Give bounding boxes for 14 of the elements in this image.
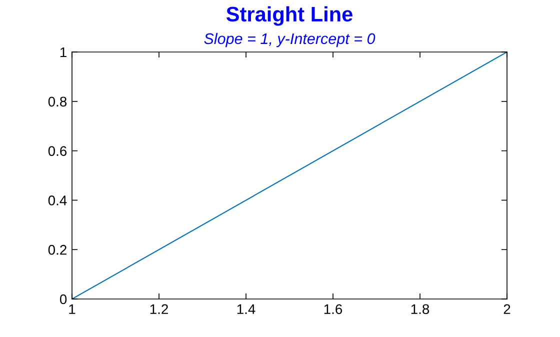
x-tick-label: 1.2: [150, 304, 168, 314]
y-tick-label: 1: [60, 47, 66, 58]
y-tick-label: 0.6: [48, 146, 67, 156]
y-tick-label: 0.2: [48, 244, 66, 255]
y-tick-label: 0.4: [48, 196, 67, 206]
y-tick-label: 0: [60, 294, 67, 304]
y-tick-label: 0.8: [48, 96, 67, 107]
x-tick-label: 1.4: [237, 304, 256, 314]
chart-subtitle: Slope = 1, y-Intercept = 0: [204, 32, 376, 48]
x-tick-label: 1: [69, 304, 76, 314]
x-tick-label: 1.6: [324, 304, 342, 314]
x-tick-label: 2: [504, 304, 510, 314]
x-tick-label: 1.8: [411, 304, 430, 314]
chart-title: Straight Line: [226, 6, 352, 26]
